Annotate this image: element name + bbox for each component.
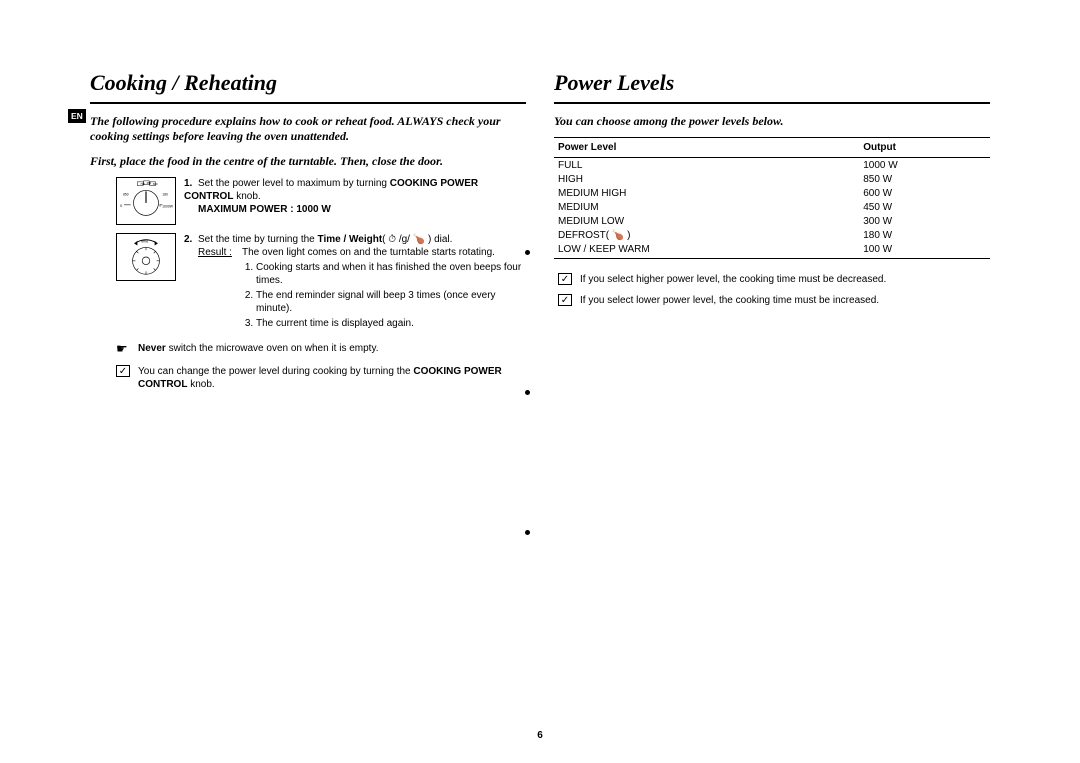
page: EN Cooking / Reheating The following pro…: [0, 0, 1080, 763]
note-2-text-c: knob.: [187, 379, 214, 390]
language-badge: EN: [68, 109, 86, 123]
result-label: Result :: [198, 246, 242, 259]
step-2-line-a: Set the time by turning the: [198, 234, 318, 245]
left-column: EN Cooking / Reheating The following pro…: [90, 70, 526, 733]
svg-text:time: time: [141, 240, 148, 244]
svg-text:300: 300: [153, 182, 158, 186]
svg-text:700: 700: [140, 182, 145, 186]
tip-1-text: If you select higher power level, the co…: [580, 273, 886, 286]
table-row: MEDIUM LOW300 W: [554, 214, 990, 228]
note-1-bold: Never: [138, 343, 166, 354]
svg-text:0: 0: [120, 204, 122, 208]
step-1-line-c: knob.: [233, 191, 260, 202]
step-2-text: 2.Set the time by turning the Time / Wei…: [184, 233, 526, 332]
step-2-sub-3: The current time is displayed again.: [256, 317, 526, 330]
result-text: The oven light comes on and the turntabl…: [242, 246, 526, 259]
svg-text:1000W: 1000W: [162, 205, 173, 209]
power-levels-table: Power Level Output FULL1000 W HIGH850 W …: [554, 137, 990, 259]
step-1-line-a: Set the power level to maximum by turnin…: [198, 178, 390, 189]
left-intro-2: First, place the food in the centre of t…: [90, 154, 526, 169]
power-knob-diagram: 700 450 300 850 180 0 • 1000W: [116, 177, 176, 225]
svg-text:450: 450: [146, 181, 151, 185]
note-2: ✓ You can change the power level during …: [116, 365, 526, 391]
svg-text:180: 180: [162, 192, 168, 196]
step-1-maxpower: MAXIMUM POWER : 1000 W: [198, 204, 331, 215]
right-column: Power Levels You can choose among the po…: [554, 70, 990, 733]
pointing-hand-icon: ☛: [116, 342, 130, 355]
table-row: MEDIUM450 W: [554, 200, 990, 214]
step-1-row: 700 450 300 850 180 0 • 1000W 1.Set the …: [116, 177, 526, 225]
binding-dot: [525, 250, 530, 255]
step-2-row: time 2.Set the time by turning the Time …: [116, 233, 526, 332]
table-row: FULL1000 W: [554, 158, 990, 173]
check-icon: ✓: [116, 365, 130, 377]
step-2-line-c: ( ⏱ /g/ 🍗 ) dial.: [382, 234, 452, 245]
step-2-number: 2.: [184, 233, 198, 246]
binding-dot: [525, 530, 530, 535]
step-2-sublist: Cooking starts and when it has finished …: [242, 261, 526, 330]
check-icon: ✓: [558, 294, 572, 306]
step-2-bold: Time / Weight: [318, 234, 383, 245]
note-1: ☛ Never switch the microwave oven on whe…: [116, 342, 526, 355]
th-power-level: Power Level: [554, 138, 859, 158]
tip-2-text: If you select lower power level, the coo…: [580, 294, 879, 307]
note-1-text: switch the microwave oven on when it is …: [166, 343, 379, 354]
check-icon: ✓: [558, 273, 572, 285]
step-2-sub-1: Cooking starts and when it has finished …: [256, 261, 526, 287]
note-2-text-a: You can change the power level during co…: [138, 366, 413, 377]
left-intro-1: The following procedure explains how to …: [90, 114, 526, 144]
svg-text:850: 850: [123, 192, 129, 196]
binding-dot: [525, 390, 530, 395]
step-1-number: 1.: [184, 177, 198, 190]
time-knob-diagram: time: [116, 233, 176, 281]
table-row: LOW / KEEP WARM100 W: [554, 242, 990, 258]
table-row: DEFROST( 🍗 )180 W: [554, 228, 990, 242]
step-1-text: 1.Set the power level to maximum by turn…: [184, 177, 526, 225]
right-title: Power Levels: [554, 70, 990, 104]
svg-text:•: •: [159, 204, 161, 208]
step-2-sub-2: The end reminder signal will beep 3 time…: [256, 289, 526, 315]
right-intro: You can choose among the power levels be…: [554, 114, 990, 129]
table-row: HIGH850 W: [554, 172, 990, 186]
tip-1: ✓ If you select higher power level, the …: [558, 273, 990, 286]
tip-2: ✓ If you select lower power level, the c…: [558, 294, 990, 307]
th-output: Output: [859, 138, 990, 158]
table-row: MEDIUM HIGH600 W: [554, 186, 990, 200]
left-title: Cooking / Reheating: [90, 70, 526, 104]
page-number: 6: [0, 730, 1080, 741]
